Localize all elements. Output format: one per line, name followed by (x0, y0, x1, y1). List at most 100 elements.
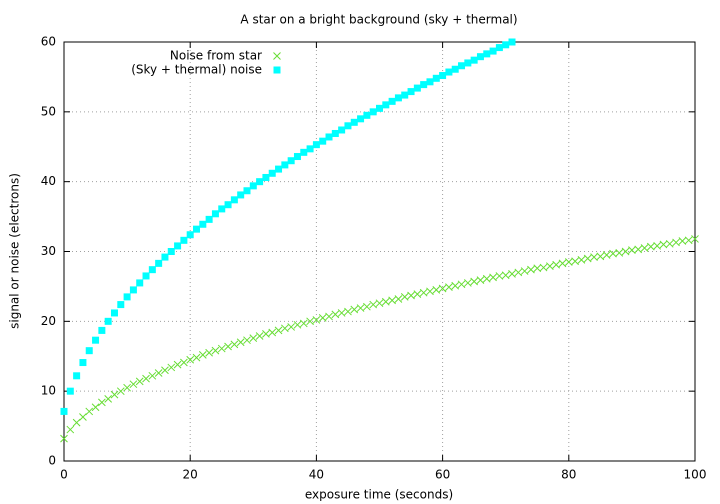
point (243, 187, 251, 195)
point (527, 265, 535, 274)
point (281, 161, 289, 169)
point (180, 236, 188, 244)
point (552, 260, 561, 269)
point (476, 53, 484, 61)
point (274, 326, 283, 335)
point (211, 346, 220, 355)
point (438, 284, 447, 293)
point (470, 277, 479, 286)
point (363, 111, 371, 119)
point (508, 269, 516, 278)
point (564, 258, 573, 266)
y-tick-label: 30 (41, 244, 56, 258)
x-tick-label: 40 (309, 468, 324, 482)
point (104, 317, 112, 325)
point (198, 350, 207, 359)
point (161, 253, 169, 261)
point (287, 323, 296, 331)
point (237, 191, 245, 199)
point (539, 263, 548, 272)
point (445, 68, 453, 76)
point (445, 283, 453, 291)
point (672, 238, 680, 247)
y-tick-label: 60 (41, 35, 56, 49)
point (609, 249, 617, 258)
point (224, 201, 232, 209)
point (413, 290, 422, 298)
point (489, 273, 497, 282)
plot-border (63, 41, 696, 462)
point (192, 353, 201, 362)
point (407, 88, 415, 96)
point (514, 268, 523, 277)
point (98, 398, 106, 407)
point (262, 330, 270, 338)
x-tick-label: 0 (60, 468, 68, 482)
point (495, 44, 503, 52)
point (400, 293, 409, 301)
point (426, 78, 434, 86)
point (451, 65, 459, 73)
point (419, 288, 428, 297)
point (287, 157, 295, 165)
y-tick-label: 40 (41, 174, 56, 188)
point (123, 293, 131, 301)
point (280, 324, 289, 333)
point (382, 101, 390, 109)
point (640, 244, 649, 252)
point (91, 403, 100, 412)
point (85, 407, 94, 416)
point (357, 115, 365, 123)
point (174, 242, 182, 250)
point (420, 81, 428, 89)
point (142, 272, 150, 280)
point (136, 279, 144, 287)
y-tick-label: 10 (41, 384, 56, 398)
point (249, 182, 257, 190)
point (218, 205, 226, 213)
point (79, 413, 87, 421)
point (602, 251, 611, 259)
point (558, 259, 567, 268)
point (167, 363, 176, 372)
x-axis-label: exposure time (seconds) (305, 488, 453, 502)
point (110, 390, 119, 399)
point (325, 312, 333, 321)
point (483, 50, 491, 58)
point (73, 372, 81, 380)
point (464, 59, 472, 67)
point (653, 242, 661, 250)
point (457, 280, 466, 289)
point (495, 272, 504, 280)
point (463, 279, 472, 287)
point (142, 374, 150, 383)
point (135, 377, 144, 386)
point (116, 387, 125, 396)
point (205, 348, 213, 357)
point (230, 196, 238, 204)
point (255, 332, 264, 340)
legend-label: Noise from star (170, 49, 262, 63)
point (293, 320, 302, 329)
point (596, 252, 605, 261)
point (375, 299, 384, 308)
point (167, 248, 175, 255)
point (432, 286, 441, 294)
point (458, 62, 466, 70)
point (331, 310, 340, 319)
point (299, 319, 308, 328)
x-tick-label: 20 (183, 468, 198, 482)
point (665, 239, 674, 248)
y-tick-label: 0 (48, 454, 56, 468)
point (224, 342, 232, 351)
point (306, 317, 314, 326)
point (275, 165, 283, 173)
point (325, 133, 333, 141)
point (193, 225, 201, 233)
point (634, 245, 643, 254)
point (350, 118, 358, 126)
point (381, 297, 390, 306)
point (363, 302, 371, 311)
y-tick-label: 20 (41, 314, 56, 328)
